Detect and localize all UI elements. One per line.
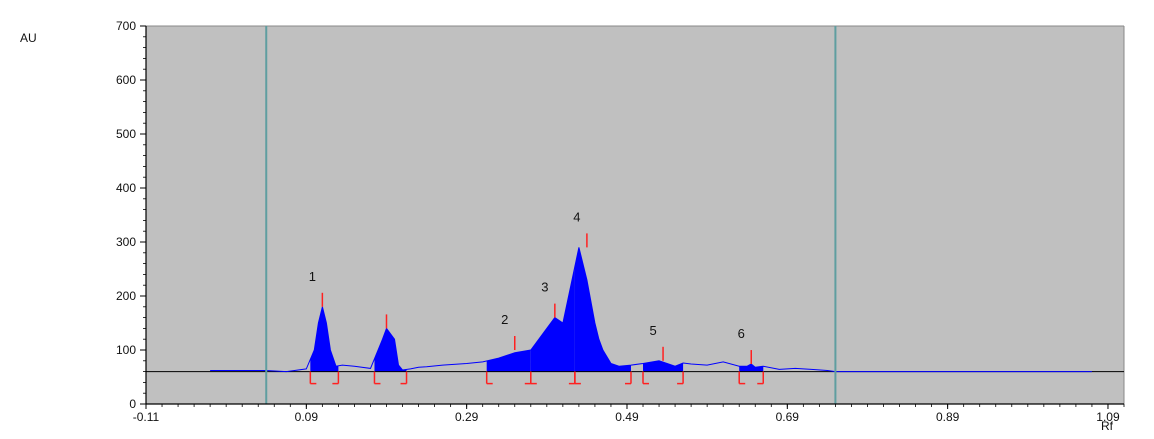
- peak-label-6: 6: [738, 326, 745, 341]
- y-tick-label: 700: [116, 19, 136, 33]
- peak-label-1: 1: [309, 269, 316, 284]
- x-axis-title: Rf: [1101, 419, 1114, 433]
- peak-marker-2: [373, 314, 408, 385]
- y-tick-label: 0: [129, 397, 136, 411]
- peak-area-7: [739, 364, 764, 372]
- y-tick-label: 400: [116, 181, 136, 195]
- peak-marker-6: 5: [642, 323, 684, 385]
- peak-marker-1: 1: [309, 269, 340, 385]
- peak-marker-5: 4: [573, 209, 632, 385]
- x-tick-label: -0.11: [133, 410, 160, 424]
- y-tick-label: 100: [116, 343, 136, 357]
- x-tick-label: 0.69: [776, 410, 800, 424]
- x-tick-label: 0.89: [936, 410, 960, 424]
- peak-label-5: 5: [649, 323, 656, 338]
- peak-area-2: [374, 328, 407, 372]
- y-axis-ticks: 0 100 200 300 400 500 600 700: [116, 19, 146, 411]
- peak-area-5: [574, 248, 631, 372]
- x-axis-ticks: -0.11 0.09 0.29 0.49 0.69 0.89 1.09: [133, 404, 1125, 424]
- peak-area-4: [530, 266, 575, 372]
- y-tick-label: 600: [116, 73, 136, 87]
- peak-label-4: 4: [573, 209, 580, 224]
- peak-label-2: 2: [501, 312, 508, 327]
- x-tick-label: 1.09: [1096, 410, 1120, 424]
- x-tick-label: 0.29: [455, 410, 479, 424]
- peak-area-1: [310, 307, 339, 372]
- peak-area-3: [486, 350, 531, 372]
- marks-layer: 1 2 3 4 5 6: [146, 26, 1124, 404]
- y-tick-label: 200: [116, 289, 136, 303]
- trace-line: [210, 247, 1092, 373]
- peak-marker-7: 6: [738, 326, 765, 385]
- y-tick-label: 300: [116, 235, 136, 249]
- x-tick-label: 0.09: [295, 410, 319, 424]
- plot-area: [146, 26, 1124, 404]
- y-tick-label: 500: [116, 127, 136, 141]
- y-axis-title: AU: [20, 31, 37, 45]
- peak-label-3: 3: [541, 280, 548, 295]
- x-tick-label: 0.49: [615, 410, 639, 424]
- peak-area-6: [643, 360, 684, 372]
